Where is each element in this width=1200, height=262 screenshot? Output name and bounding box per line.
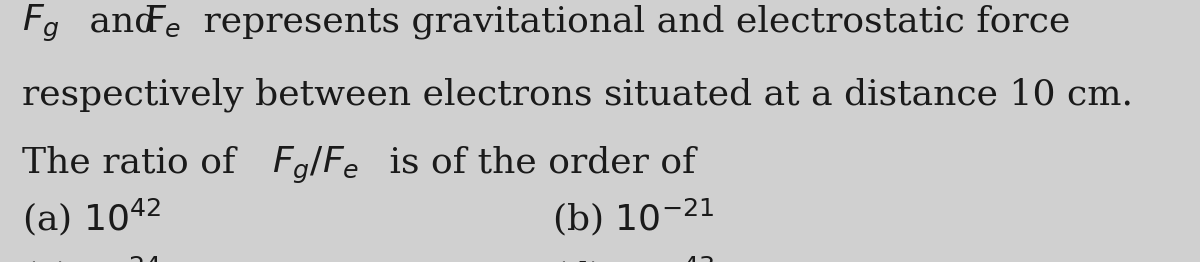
Text: $F_e$: $F_e$: [144, 4, 181, 40]
Text: $F_g$: $F_g$: [22, 3, 60, 45]
Text: is of the order of: is of the order of: [378, 146, 696, 180]
Text: respectively between electrons situated at a distance 10 cm.: respectively between electrons situated …: [22, 78, 1133, 112]
Text: (a) $10^{42}$: (a) $10^{42}$: [22, 197, 161, 238]
Text: and: and: [78, 4, 169, 39]
Text: (b) $10^{-21}$: (b) $10^{-21}$: [552, 197, 714, 238]
Text: represents gravitational and electrostatic force: represents gravitational and electrostat…: [192, 4, 1070, 39]
Text: The ratio of: The ratio of: [22, 146, 246, 180]
Text: (d) $10^{-43}$: (d) $10^{-43}$: [552, 254, 714, 262]
Text: $F_g/F_e$: $F_g/F_e$: [272, 145, 360, 186]
Text: (c) $10^{24}$: (c) $10^{24}$: [22, 254, 161, 262]
